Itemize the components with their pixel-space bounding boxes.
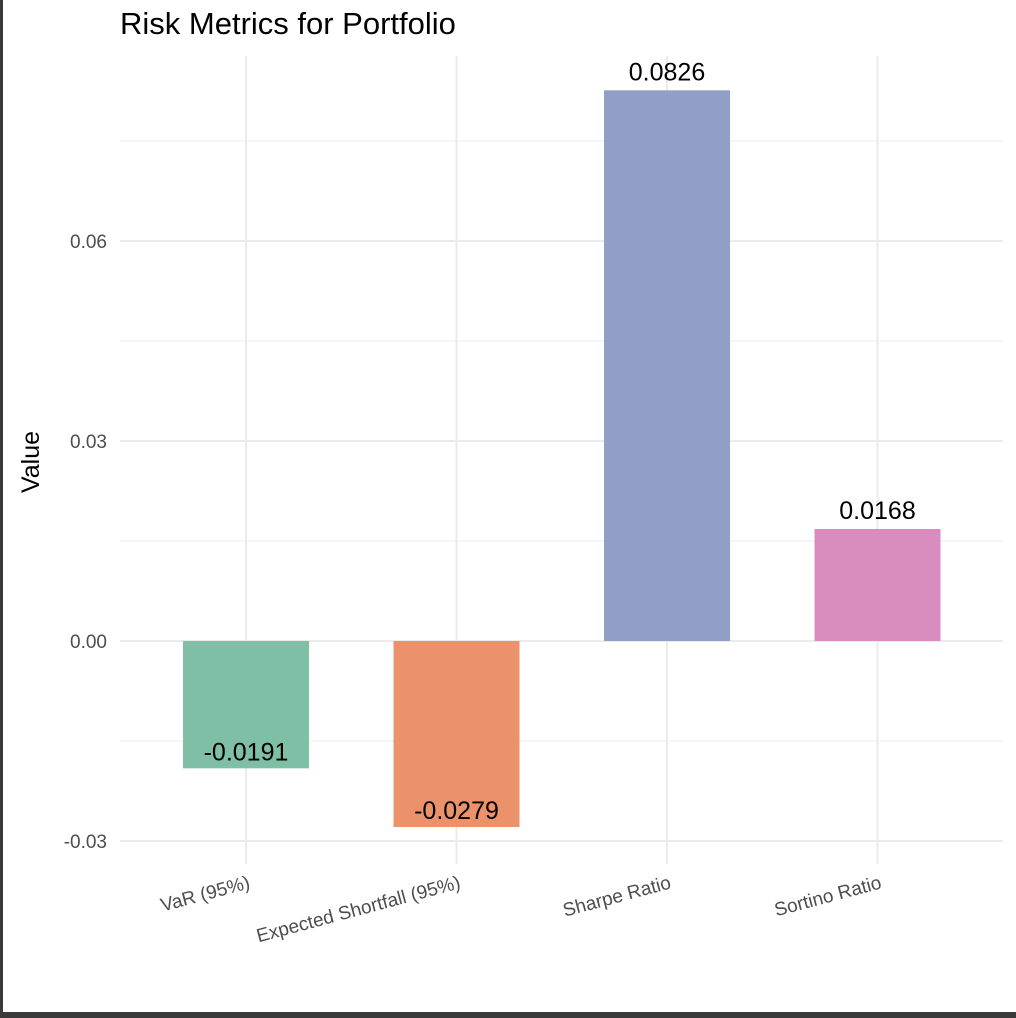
bar-3 xyxy=(814,529,941,641)
bar-2 xyxy=(604,90,730,642)
bar-chart: -0.0191 -0.0279 0.0826 0.0168 -0.03 0.00 0.03… xyxy=(17,6,1003,948)
data-label: -0.0279 xyxy=(414,797,499,825)
chart-title: Risk Metrics for Portfolio xyxy=(120,6,456,41)
x-tick-label: Sharpe Ratio xyxy=(561,873,674,922)
data-label: -0.0191 xyxy=(204,738,289,766)
chart-canvas: -0.0191 -0.0279 0.0826 0.0168 -0.03 0.00 0.03… xyxy=(3,0,1016,1012)
x-tick-label: VaR (95%) xyxy=(158,873,252,917)
data-label: 0.0168 xyxy=(839,497,915,525)
y-tick-label: 0.03 xyxy=(70,432,107,453)
data-label: 0.0826 xyxy=(629,58,705,86)
y-tick-label: -0.03 xyxy=(64,832,107,853)
y-axis-label: Value xyxy=(17,431,45,493)
x-tick-label: Expected Shortfall (95%) xyxy=(254,873,462,948)
x-tick-label: Sortino Ratio xyxy=(772,873,884,922)
y-axis-ticks: -0.03 0.00 0.03 0.06 xyxy=(64,232,107,853)
bars xyxy=(183,90,941,827)
bar-1 xyxy=(393,641,520,827)
y-tick-label: 0.00 xyxy=(70,632,107,653)
y-tick-label: 0.06 xyxy=(70,232,107,253)
bar-0 xyxy=(183,641,309,769)
data-labels: -0.0191 -0.0279 0.0826 0.0168 xyxy=(204,58,916,825)
x-axis-ticks: VaR (95%) Expected Shortfall (95%) Sharpe … xyxy=(158,873,883,948)
